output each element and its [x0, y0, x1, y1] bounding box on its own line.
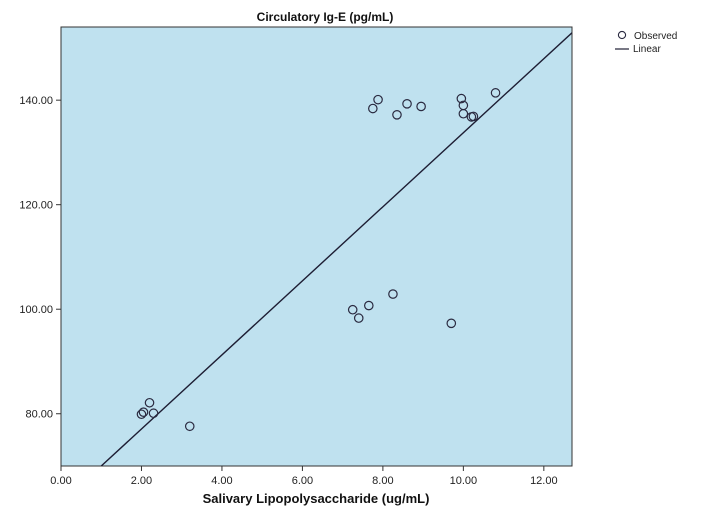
x-tick-label: 4.00	[211, 475, 232, 487]
observed-point	[490, 88, 501, 98]
observed-point	[347, 304, 358, 315]
observed-point	[416, 101, 426, 112]
observed-point	[456, 93, 467, 104]
observed-point	[138, 407, 149, 417]
observed-point	[388, 289, 398, 299]
x-axis: 0.00 2.00 4.00 6.00 8.00 10.00 12.00	[50, 466, 558, 487]
y-tick-label: 120.00	[19, 200, 53, 212]
plot-area	[60, 26, 573, 467]
observed-point	[458, 108, 469, 119]
y-tick-label: 80.00	[25, 409, 53, 421]
observed-point	[364, 300, 374, 311]
x-tick-label: 10.00	[450, 475, 478, 487]
observed-point	[144, 397, 155, 408]
chart-title: Circulatory Ig-E (pg/mL)	[257, 10, 394, 24]
observed-point	[373, 94, 383, 105]
observed-point	[148, 408, 159, 419]
y-tick-label: 140.00	[19, 95, 53, 107]
y-axis: 80.00 100.00 120.00 140.00	[19, 95, 61, 421]
x-tick-label: 8.00	[372, 475, 393, 487]
observed-point	[353, 313, 364, 323]
x-tick-label: 12.00	[530, 475, 558, 487]
plot-content	[100, 32, 572, 466]
legend-observed-label: Observed	[634, 31, 677, 42]
x-tick-label: 0.00	[50, 475, 71, 487]
x-tick-label: 2.00	[131, 475, 152, 487]
observed-point	[136, 409, 147, 420]
observed-point	[392, 110, 402, 120]
observed-point	[446, 318, 457, 329]
observed-point	[402, 99, 412, 109]
x-axis-label: Salivary Lipopolysaccharide (ug/mL)	[203, 491, 430, 506]
linear-fit-line	[100, 32, 572, 466]
legend-linear-label: Linear	[633, 44, 661, 55]
observed-point	[468, 111, 479, 122]
legend: Observed Linear	[615, 30, 677, 55]
observed-point	[368, 103, 378, 114]
observed-point	[184, 421, 195, 432]
legend-observed-marker	[617, 30, 627, 40]
y-tick-label: 100.00	[19, 304, 53, 316]
x-tick-label: 6.00	[292, 475, 313, 487]
